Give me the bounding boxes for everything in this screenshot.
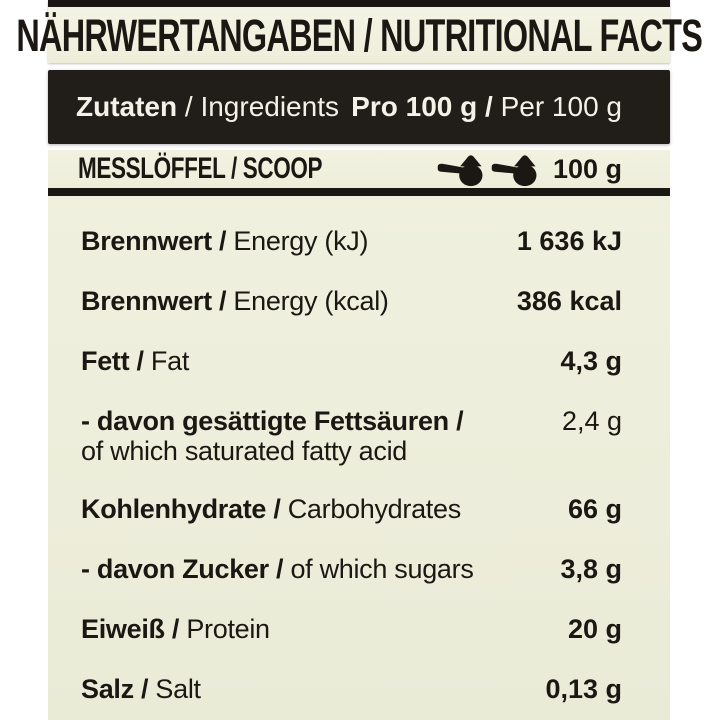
nutrition-row: Salz / Salt 0,13 g — [81, 660, 622, 720]
nutrient-value: 0,13 g — [545, 674, 622, 705]
scoop-icon — [437, 155, 483, 187]
nutrient-name-en: Energy (kJ) — [226, 226, 369, 257]
scoop-amount: 100 g — [552, 153, 622, 184]
nutrient-value: 2,4 g — [561, 406, 622, 437]
nutrient-value: 3,8 g — [560, 554, 622, 585]
nutrient-name-de: Kohlenhydrate / — [81, 494, 281, 525]
separator-line — [48, 188, 670, 197]
section-gap — [48, 63, 670, 71]
ingredients-bar-left: Zutaten / Ingredients — [76, 91, 339, 123]
nutrient-name: Brennwert / Energy (kcal) — [81, 286, 389, 316]
nutrient-value: 4,3 g — [560, 346, 622, 377]
scoop-icon — [491, 155, 537, 187]
per-100g-de: Pro 100 g / — [351, 91, 493, 123]
nutrient-name-en: Carbohydrates — [280, 494, 462, 525]
nutrient-name: Brennwert / Energy (kJ) — [81, 226, 368, 256]
nutrient-name-de: - davon gesättigte Fettsäuren / — [81, 406, 464, 437]
ingredients-label-en: / Ingredients — [177, 91, 339, 123]
nutrient-name: Kohlenhydrate / Carbohydrates — [81, 494, 461, 524]
ingredients-label-de: Zutaten — [76, 91, 178, 123]
nutrition-table: Brennwert / Energy (kJ) 1 636 kJ Brennwert… — [48, 196, 670, 720]
nutrient-value: 1 636 kJ — [516, 226, 622, 257]
nutrient-name-de: Salz / — [81, 674, 149, 705]
nutrient-name: - davon Zucker / of which sugars — [81, 554, 474, 584]
nutrient-name: - davon gesättigte Fettsäuren / of which … — [81, 406, 464, 467]
nutrient-name-de: Brennwert / — [81, 226, 227, 257]
nutrient-name-en: Salt — [148, 674, 201, 705]
nutrition-row: Brennwert / Energy (kJ) 1 636 kJ — [81, 212, 622, 272]
nutrient-name-en: of which sugars — [283, 554, 474, 585]
nutrient-name-de: Fett / — [81, 346, 144, 377]
nutrition-row: Eiweiß / Protein 20 g — [81, 600, 622, 660]
nutrient-name-de: Eiweiß / — [81, 614, 180, 645]
nutrient-name: Salz / Salt — [81, 674, 201, 704]
nutrient-name: Eiweiß / Protein — [81, 614, 270, 644]
scoop-serving: 100 g — [437, 151, 622, 187]
nutrition-row: - davon Zucker / of which sugars 3,8 g — [81, 540, 622, 600]
nutrient-name-en: Energy (kcal) — [226, 286, 389, 317]
nutrient-name: Fett / Fat — [81, 346, 189, 376]
nutrient-value: 386 kcal — [516, 286, 622, 317]
label-card: NÄHRWERTANGABEN / NUTRITIONAL FACTS Zuta… — [16, 0, 703, 720]
nutrient-value: 20 g — [567, 614, 622, 645]
nutrient-name-en: Protein — [179, 614, 270, 645]
nutrition-row: Brennwert / Energy (kcal) 386 kcal — [81, 272, 622, 332]
nutrient-value: 66 g — [567, 494, 622, 525]
nutrient-name-de: Brennwert / — [81, 286, 227, 317]
nutrition-row: Fett / Fat 4,3 g — [81, 332, 622, 392]
ingredients-bar: Zutaten / Ingredients Pro 100 g / Per 10… — [48, 70, 670, 145]
scoop-row: MESSLÖFFEL / SCOOP 100 g — [48, 150, 670, 189]
nutrient-name-en: of which saturated fatty acid — [81, 436, 407, 467]
nutrient-name-de: - davon Zucker / — [81, 554, 284, 585]
label-header: NÄHRWERTANGABEN / NUTRITIONAL FACTS — [16, 0, 703, 63]
nutrition-row: Kohlenhydrate / Carbohydrates 66 g — [81, 480, 622, 540]
nutrient-name-en: Fat — [143, 346, 190, 377]
label-title: NÄHRWERTANGABEN / NUTRITIONAL FACTS — [16, 10, 703, 62]
per-100g-label: Pro 100 g / Per 100 g — [351, 91, 622, 123]
per-100g-en: Per 100 g — [492, 91, 622, 123]
scoop-label: MESSLÖFFEL / SCOOP — [78, 152, 323, 186]
nutrition-row: - davon gesättigte Fettsäuren / of which … — [81, 392, 622, 480]
